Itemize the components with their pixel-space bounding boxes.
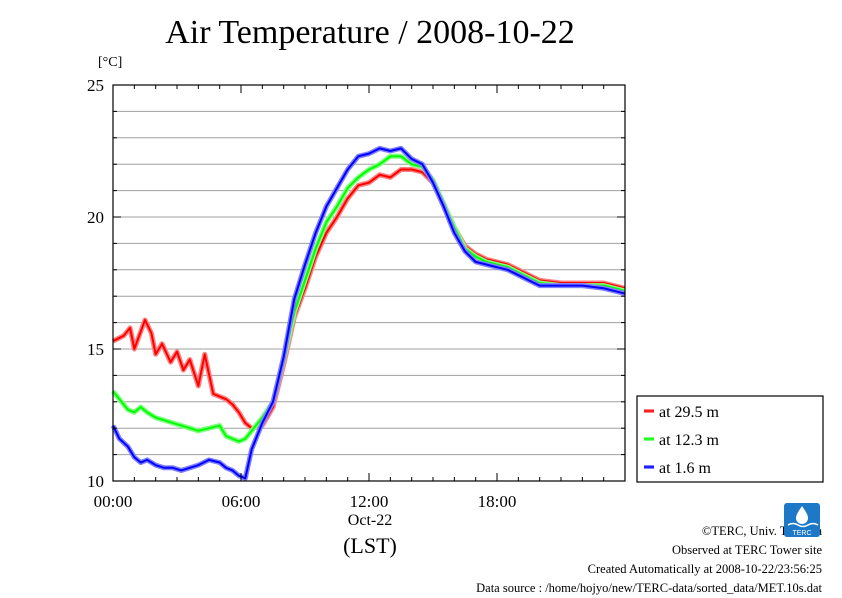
chart-title: Air Temperature / 2008-10-22 [165, 14, 575, 51]
legend-label: at 12.3 m [659, 432, 720, 449]
credit-line-copyright: ©TERC, Univ. Tsukuba [701, 524, 822, 538]
x-tick-label: 18:00 [478, 492, 517, 511]
y-tick-label: 15 [87, 340, 104, 359]
y-tick-label: 10 [87, 472, 104, 491]
x-tick-label: 00:00 [94, 492, 133, 511]
series-halo [111, 153, 626, 444]
x-axis-label: (LST) [343, 533, 397, 558]
terc-logo-icon: TERC [784, 503, 820, 537]
credit-line-source: Data source : /home/hojyo/new/TERC-data/… [476, 581, 822, 595]
y-tick-label: 25 [87, 76, 104, 95]
logo-text: TERC [792, 530, 811, 537]
x-tick-label: 12:00 [350, 492, 389, 511]
y-unit-label: [°C] [98, 55, 123, 70]
x-tick-label: 06:00 [222, 492, 261, 511]
y-tick-label: 20 [87, 208, 104, 227]
axes-layer: 10 15 20 25 00:00 06:00 12:00 18:00 [87, 76, 626, 511]
series-line [112, 168, 626, 430]
legend-label: at 1.6 m [659, 460, 712, 477]
grid-lines [113, 110, 625, 456]
series-halo [111, 166, 626, 431]
legend-label: at 29.5 m [659, 404, 720, 421]
legend: at 29.5 m at 12.3 m at 1.6 m [636, 395, 824, 483]
credit-line-site: Observed at TERC Tower site [671, 543, 822, 557]
credit-line-created: Created Automatically at 2008-10-22/23:5… [587, 562, 822, 576]
legend-box [636, 395, 824, 483]
series-layer [110, 145, 626, 481]
series-line [112, 147, 626, 480]
x-date-label: Oct-22 [347, 512, 393, 529]
series-line [112, 155, 626, 443]
credits-block: ©TERC, Univ. Tsukuba Observed at TERC To… [476, 522, 822, 598]
